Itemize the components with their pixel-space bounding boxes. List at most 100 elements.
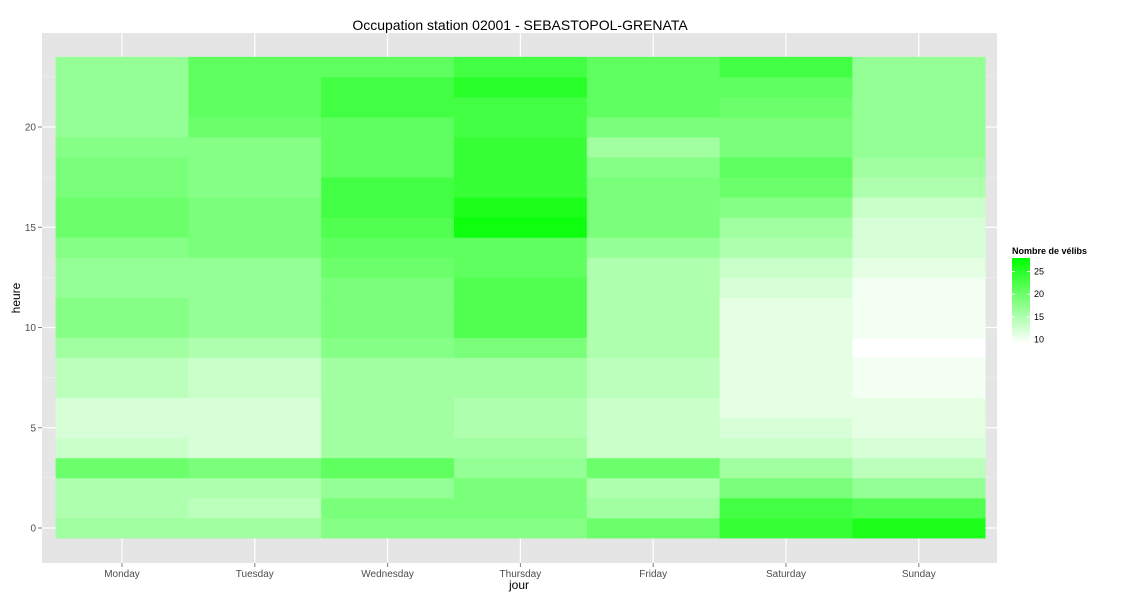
heatmap-cell	[55, 337, 189, 358]
heatmap-cell	[852, 96, 986, 118]
heatmap-cell	[454, 517, 588, 539]
heatmap-cell	[55, 56, 189, 78]
heatmap-cell	[719, 76, 853, 98]
heatmap-cell	[55, 277, 189, 298]
heatmap-cell	[454, 417, 588, 439]
heatmap-cell	[719, 397, 853, 419]
x-axis-ticks: Monday Tuesday Wednesday Thursday Friday Satu…	[104, 563, 936, 580]
heatmap-cell	[719, 417, 853, 439]
heatmap-cell	[719, 257, 853, 278]
heatmap-cell	[454, 257, 588, 278]
heatmap-cell	[852, 397, 986, 419]
heatmap-cell	[188, 317, 322, 338]
heatmap-cell	[188, 397, 322, 419]
heatmap-cell	[321, 297, 455, 318]
heatmap-cell	[586, 517, 720, 539]
heatmap-cell	[321, 217, 455, 238]
heatmap-cell	[321, 417, 455, 439]
heatmap-cell	[55, 377, 189, 399]
heatmap-cell	[586, 457, 720, 479]
heatmap-cell	[321, 177, 455, 198]
heatmap-cell	[852, 177, 986, 198]
heatmap-cell	[852, 297, 986, 318]
heatmap-cell	[55, 197, 189, 218]
heatmap-cell	[852, 457, 986, 479]
chart-title: Occupation station 02001 - SEBASTOPOL-GR…	[352, 17, 688, 33]
heatmap-cell	[454, 237, 588, 258]
heatmap-cell	[321, 76, 455, 98]
heatmap-cell	[719, 177, 853, 198]
heatmap-cell	[454, 477, 588, 499]
y-tick-label: 5	[30, 423, 36, 434]
heatmap-cell	[852, 337, 986, 358]
heatmap-cell	[852, 377, 986, 399]
heatmap-cell	[454, 217, 588, 238]
heatmap-cell	[321, 56, 455, 78]
heatmap-cell	[586, 76, 720, 98]
heatmap-cell	[586, 56, 720, 78]
heatmap-cell	[454, 397, 588, 419]
heatmap-cell	[55, 397, 189, 419]
heatmap-cell	[55, 417, 189, 439]
heatmap-cell	[55, 137, 189, 158]
heatmap-cell	[586, 257, 720, 278]
heatmap-cell	[188, 257, 322, 278]
heatmap-cell	[321, 357, 455, 379]
heatmap-cell	[852, 237, 986, 258]
heatmap-cell	[188, 177, 322, 198]
heatmap-cell	[188, 237, 322, 258]
heatmap-cell	[321, 497, 455, 519]
y-tick-label: 10	[25, 323, 37, 334]
heatmap-cell	[321, 237, 455, 258]
heatmap-cell	[719, 297, 853, 318]
heatmap-cell	[321, 457, 455, 479]
heatmap-cell	[55, 237, 189, 258]
heatmap-cell	[55, 457, 189, 479]
heatmap-cell	[852, 277, 986, 298]
heatmap-cell	[586, 96, 720, 118]
heatmap-cell	[719, 457, 853, 479]
heatmap-cell	[586, 177, 720, 198]
y-tick-label: 0	[30, 524, 36, 535]
heatmap-cell	[852, 76, 986, 98]
heatmap-cell	[454, 357, 588, 379]
heatmap-cell	[55, 257, 189, 278]
y-tick-label: 15	[25, 223, 37, 234]
heatmap-cell	[852, 157, 986, 178]
heatmap-cell	[454, 277, 588, 298]
heatmap-cell	[188, 217, 322, 238]
heatmap-cell	[586, 297, 720, 318]
heatmap-cell	[188, 116, 322, 138]
x-tick-label: Saturday	[766, 569, 806, 580]
heatmap-cell	[321, 377, 455, 399]
heatmap-cell	[55, 76, 189, 98]
heatmap-cell	[852, 317, 986, 338]
heatmap-cell	[719, 317, 853, 338]
heatmap-cell	[188, 457, 322, 479]
heatmap-cell	[586, 197, 720, 218]
heatmap-cell	[719, 277, 853, 298]
legend-tick-label: 20	[1034, 289, 1044, 299]
heatmap-cell	[55, 217, 189, 238]
heatmap-cells	[55, 56, 986, 539]
legend: Nombre de vélibs 10 15 20 25	[1012, 246, 1087, 344]
x-tick-label: Friday	[639, 569, 667, 580]
heatmap-cell	[454, 96, 588, 118]
heatmap-cell	[719, 477, 853, 499]
heatmap-cell	[55, 517, 189, 539]
heatmap-cell	[586, 417, 720, 439]
heatmap-cell	[454, 497, 588, 519]
heatmap-cell	[586, 337, 720, 358]
heatmap-cell	[454, 197, 588, 218]
legend-tick-label: 15	[1034, 312, 1044, 322]
heatmap-cell	[188, 56, 322, 78]
heatmap-cell	[586, 437, 720, 459]
heatmap-cell	[55, 437, 189, 459]
heatmap-cell	[454, 377, 588, 399]
heatmap-cell	[719, 437, 853, 459]
heatmap-cell	[188, 157, 322, 178]
y-axis-ticks: 0 5 10 15 20	[25, 123, 42, 535]
heatmap-cell	[852, 257, 986, 278]
heatmap-cell	[55, 116, 189, 138]
heatmap-cell	[321, 337, 455, 358]
